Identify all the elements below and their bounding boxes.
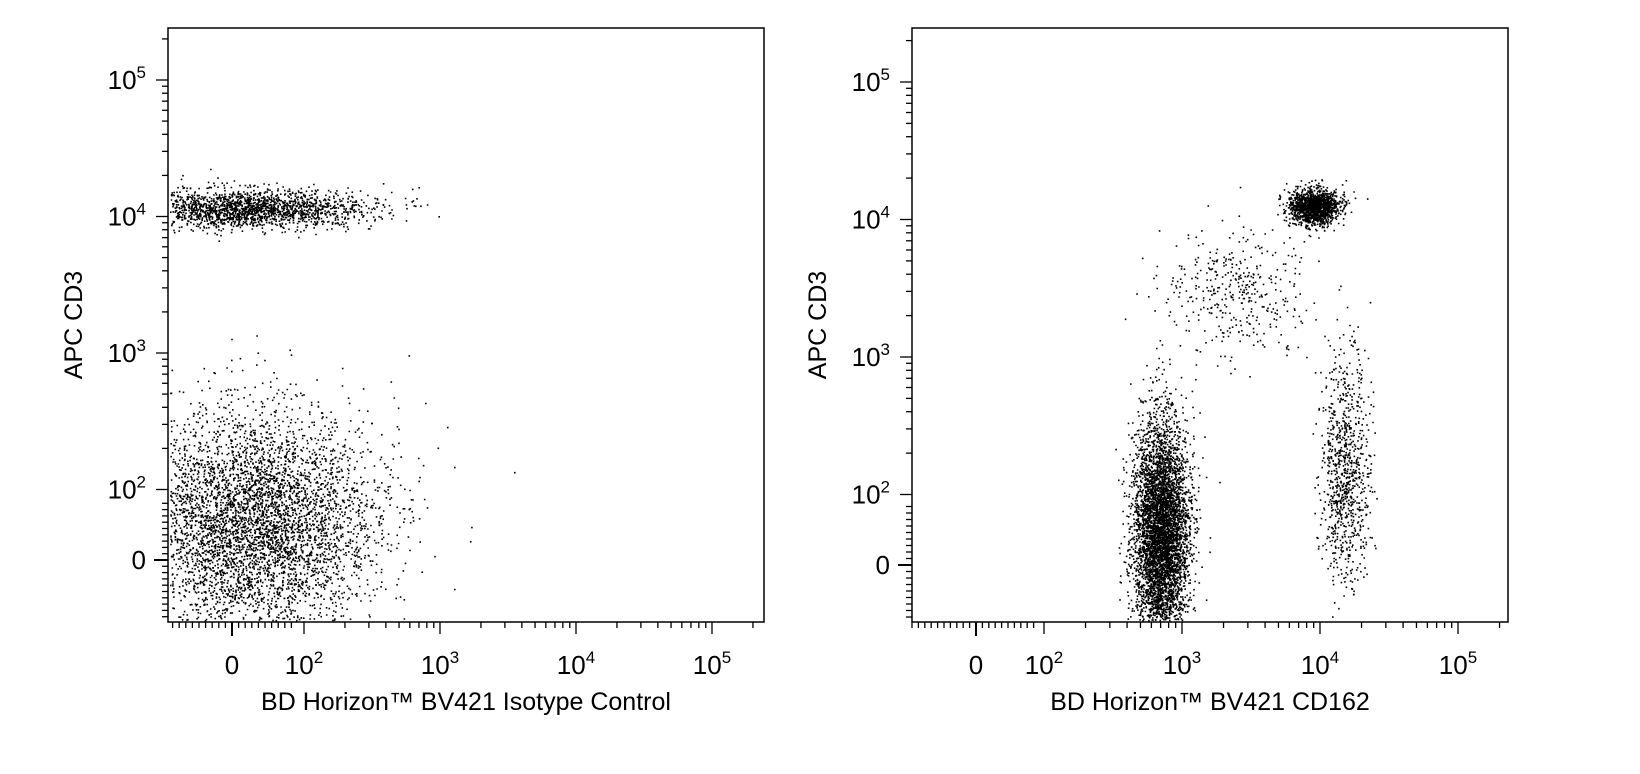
population-3-dots	[1312, 285, 1378, 618]
population-4-points	[1124, 186, 1372, 381]
x-tick-label: 102	[1025, 648, 1063, 680]
y-tick-label: 104	[108, 200, 146, 232]
event-dots	[170, 168, 516, 622]
population-1-dots	[1277, 179, 1369, 239]
y-tick-label: 105	[852, 65, 890, 97]
x-tick-label: 105	[693, 648, 731, 680]
y-tick-label: 0	[132, 545, 146, 575]
x-tick-label: 105	[1439, 648, 1477, 680]
y-axis-title: APC CD3	[60, 271, 88, 379]
y-tick-label: 103	[852, 340, 890, 372]
population-1-points	[170, 168, 440, 242]
axis-ticks	[898, 39, 1501, 636]
y-tick-label: 102	[852, 478, 890, 510]
x-axis-title: BD Horizon™ BV421 CD162	[1050, 688, 1370, 716]
scatter-panel-isotype-control: 0 102 103 104 105 0 102 103 104 105 BD Horizon™ BV…	[60, 27, 765, 716]
x-tick-label: 0	[225, 650, 239, 680]
x-tick-label: 103	[1163, 648, 1201, 680]
y-tick-label: 102	[108, 473, 146, 505]
population-2-dots	[1115, 344, 1221, 622]
y-tick-label: 103	[108, 336, 146, 368]
y-axis-title: APC CD3	[804, 271, 832, 379]
y-tick-label: 105	[108, 63, 146, 95]
x-tick-label: 102	[285, 648, 323, 680]
axis-ticks	[154, 38, 754, 636]
population-1-dots	[170, 168, 440, 242]
y-tick-label: 104	[852, 203, 890, 235]
scatter-panel-cd162: 0 102 103 104 105 0 102 103 104 105 BD Horizon™ BV…	[804, 27, 1509, 716]
population-3-points	[1312, 285, 1378, 618]
plot-frame	[167, 27, 765, 623]
x-tick-label: 103	[421, 648, 459, 680]
population-4-dots	[1124, 186, 1372, 381]
x-tick-label: 104	[1301, 648, 1339, 680]
x-tick-label: 104	[557, 648, 595, 680]
event-dots	[1115, 179, 1378, 622]
y-tick-label: 0	[876, 550, 890, 580]
population-2-dots	[170, 335, 516, 622]
population-2-points	[1115, 344, 1221, 622]
x-tick-label: 0	[969, 650, 983, 680]
population-1-points	[1277, 179, 1369, 239]
plot-frame	[911, 27, 1509, 623]
x-axis-title: BD Horizon™ BV421 Isotype Control	[261, 688, 671, 716]
population-2-points	[170, 335, 516, 622]
